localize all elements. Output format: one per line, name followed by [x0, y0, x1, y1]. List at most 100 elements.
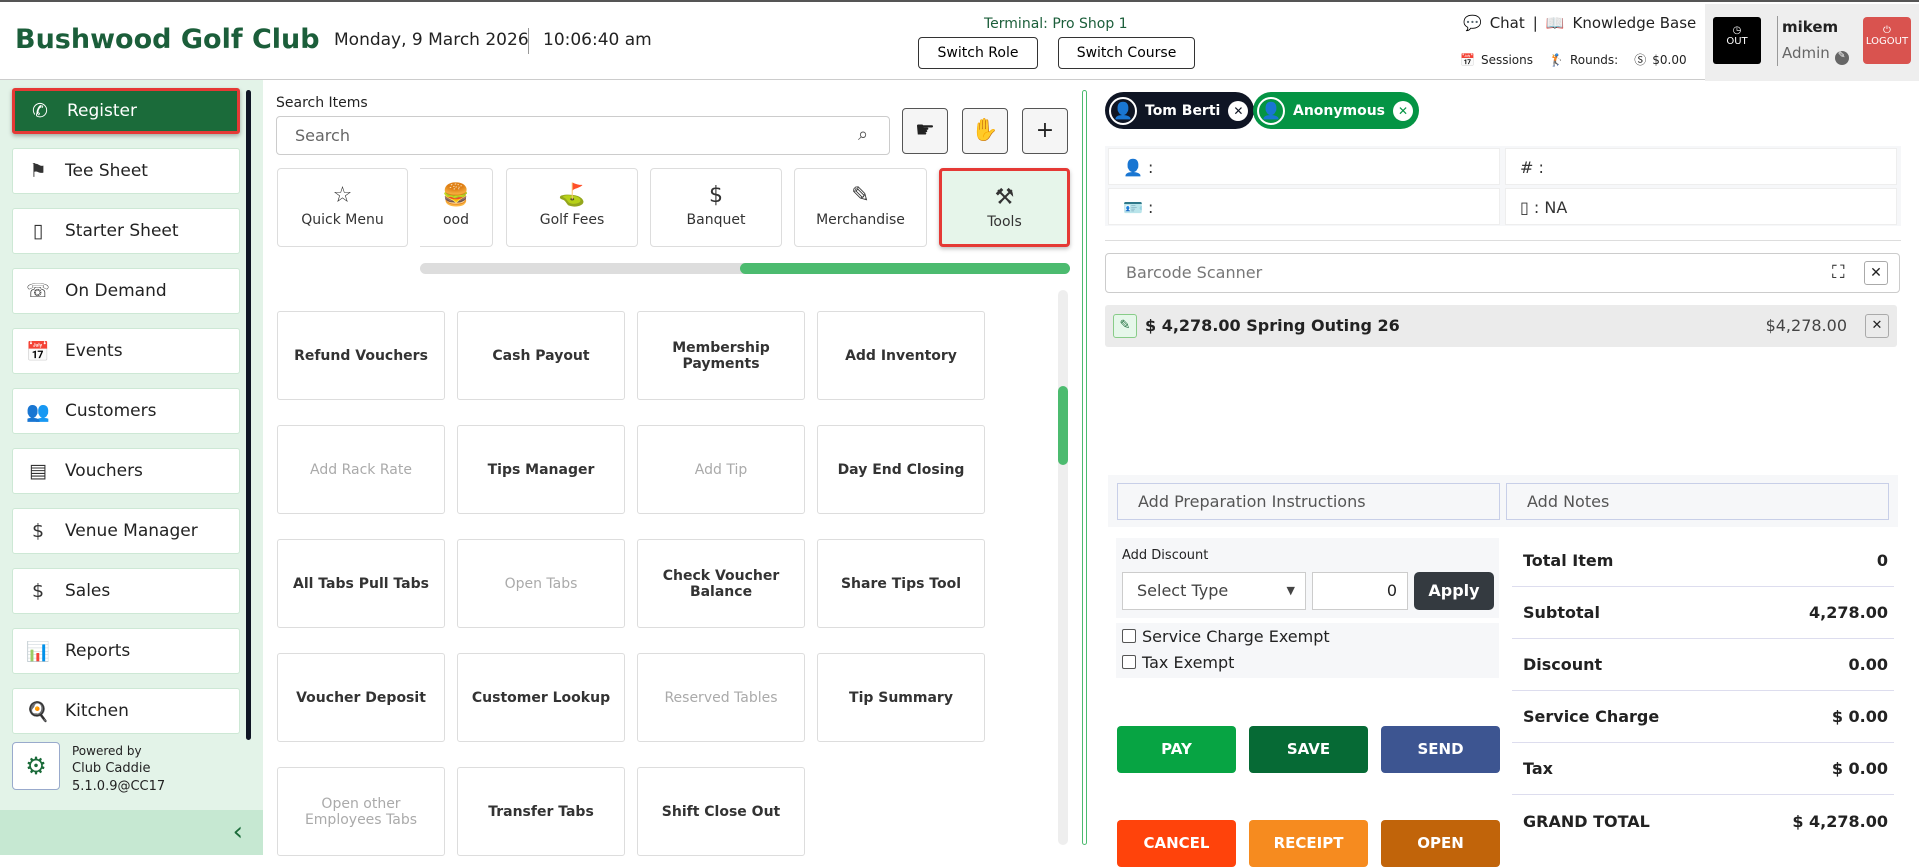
- clear-barcode-button[interactable]: ✕: [1864, 261, 1888, 285]
- switch-role-button[interactable]: Switch Role: [918, 37, 1038, 69]
- remove-item-button[interactable]: ✕: [1865, 314, 1889, 338]
- tool-refund-vouchers[interactable]: Refund Vouchers: [277, 311, 445, 400]
- current-time: 10:06:40 am: [543, 30, 652, 50]
- tools-scrollbar[interactable]: [1058, 290, 1068, 845]
- line-item[interactable]: ✎ $ 4,278.00 Spring Outing 26 $4,278.00 …: [1105, 305, 1897, 347]
- receipt-button[interactable]: RECEIPT: [1249, 820, 1368, 867]
- sidebar-item-events[interactable]: 📅 Events: [12, 328, 240, 374]
- sidebar-item-label: Kitchen: [65, 701, 129, 721]
- edit-icon[interactable]: ✎: [1834, 51, 1849, 65]
- logout-button[interactable]: ⏻ LOGOUT: [1863, 17, 1911, 64]
- send-button[interactable]: SEND: [1381, 726, 1500, 773]
- tool-day-end-closing[interactable]: Day End Closing: [817, 425, 985, 514]
- customer-chip-anonymous[interactable]: 👤 Anonymous ✕: [1253, 92, 1420, 129]
- preparation-instructions-input[interactable]: Add Preparation Instructions: [1117, 483, 1500, 520]
- ood-icon: 🍔: [442, 183, 470, 208]
- apply-discount-button[interactable]: Apply: [1414, 572, 1494, 610]
- customer-name-field: 👤 :: [1108, 148, 1500, 185]
- sessions-link[interactable]: Sessions: [1480, 52, 1533, 67]
- knowledge-base-link[interactable]: Knowledge Base: [1572, 14, 1697, 32]
- users-icon: 👥: [26, 400, 50, 423]
- voucher-icon: ▤: [29, 460, 47, 482]
- rounds-label: Rounds:: [1569, 52, 1619, 67]
- chat-icon: 💬: [1463, 14, 1482, 32]
- sidebar-item-reports[interactable]: 📊 Reports: [12, 628, 240, 674]
- tax-exempt-checkbox[interactable]: Tax Exempt: [1116, 649, 1499, 675]
- notes-input[interactable]: Add Notes: [1506, 483, 1889, 520]
- phone-field: ▯ : NA: [1505, 188, 1897, 225]
- sidebar-item-tee-sheet[interactable]: ⚑ Tee Sheet: [12, 148, 240, 194]
- tool-all-tabs-pull-tabs[interactable]: All Tabs Pull Tabs: [277, 539, 445, 628]
- sidebar-item-label: Starter Sheet: [65, 221, 179, 241]
- sidebar-item-register[interactable]: ✆ Register: [12, 88, 240, 134]
- tool-membership-payments[interactable]: Membership Payments: [637, 311, 805, 400]
- sidebar-item-sales[interactable]: $ Sales: [12, 568, 240, 614]
- hand-card-icon[interactable]: ☛: [902, 108, 948, 154]
- sidebar-item-starter-sheet[interactable]: ▯ Starter Sheet: [12, 208, 240, 254]
- powered-by: Powered by Club Caddie 5.1.0.9@CC17: [72, 744, 166, 794]
- service-charge-exempt-checkbox[interactable]: Service Charge Exempt: [1116, 623, 1499, 649]
- tool-share-tips-tool[interactable]: Share Tips Tool: [817, 539, 985, 628]
- category-tools[interactable]: ⚒ Tools: [939, 168, 1070, 247]
- cancel-button[interactable]: CANCEL: [1117, 820, 1236, 867]
- tool-shift-close-out[interactable]: Shift Close Out: [637, 767, 805, 856]
- pay-button[interactable]: PAY: [1117, 726, 1236, 773]
- tool-tips-manager[interactable]: Tips Manager: [457, 425, 625, 514]
- discount-type-select[interactable]: Select Type ▼: [1122, 572, 1306, 610]
- panel-resize-handle[interactable]: [1082, 90, 1087, 845]
- calendar-icon: 📅: [26, 340, 50, 363]
- sidebar-item-label: Events: [65, 341, 123, 361]
- sidebar-item-kitchen[interactable]: 🍳 Kitchen: [12, 688, 240, 734]
- category-golf-fees[interactable]: ⛳ Golf Fees: [506, 168, 638, 247]
- sidebar-item-vouchers[interactable]: ▤ Vouchers: [12, 448, 240, 494]
- search-input[interactable]: Search: [276, 116, 890, 155]
- terminal-label: Terminal: Pro Shop 1: [984, 16, 1128, 32]
- remove-customer-icon[interactable]: ✕: [1228, 100, 1249, 121]
- category-banquet[interactable]: $ Banquet: [650, 168, 782, 247]
- open-button[interactable]: OPEN: [1381, 820, 1500, 867]
- tool-reserved-tables: Reserved Tables: [637, 653, 805, 742]
- add-icon[interactable]: +: [1022, 108, 1068, 154]
- barcode-scanner-input[interactable]: Barcode Scanner: [1105, 253, 1900, 293]
- current-date: Monday, 9 March 2026: [334, 30, 529, 50]
- banquet-icon: $: [709, 183, 723, 208]
- tool-transfer-tabs[interactable]: Transfer Tabs: [457, 767, 625, 856]
- on-demand-icon: ☏: [26, 280, 50, 302]
- book-icon: 📖: [1545, 14, 1565, 32]
- chat-link[interactable]: Chat: [1489, 14, 1525, 32]
- sidebar-item-on-demand[interactable]: ☏ On Demand: [12, 268, 240, 314]
- sidebar-scrollbar[interactable]: [246, 90, 251, 740]
- tools-icon: ⚒: [994, 185, 1015, 210]
- golf-fees-icon: ⛳: [558, 183, 586, 208]
- search-icon: ⌕: [858, 124, 869, 145]
- tool-check-voucher-balance[interactable]: Check Voucher Balance: [637, 539, 805, 628]
- edit-item-icon[interactable]: ✎: [1113, 314, 1137, 338]
- discount-amount-input[interactable]: 0: [1312, 572, 1408, 610]
- tools-scrollbar-thumb[interactable]: [1058, 386, 1068, 465]
- category-scrollbar-thumb[interactable]: [740, 263, 1070, 274]
- settings-gear-icon[interactable]: ⚙: [12, 742, 60, 790]
- collapse-sidebar-button[interactable]: ‹: [0, 810, 263, 855]
- role-label: Admin: [1782, 44, 1830, 62]
- scan-icon[interactable]: ⛶: [1832, 262, 1845, 283]
- sidebar-item-customers[interactable]: 👥 Customers: [12, 388, 240, 434]
- sidebar-item-venue-manager[interactable]: $ Venue Manager: [12, 508, 240, 554]
- tool-tip-summary[interactable]: Tip Summary: [817, 653, 985, 742]
- balance-value: $0.00: [1652, 52, 1687, 67]
- payment-icon[interactable]: ✋: [962, 108, 1008, 154]
- category-quick-menu[interactable]: ☆ Quick Menu: [277, 168, 408, 247]
- totals-panel: Total Item 0 Subtotal 4,278.00 Discount 0.00 S…: [1512, 532, 1894, 844]
- category-ood[interactable]: 🍔 ood: [420, 168, 493, 247]
- tool-cash-payout[interactable]: Cash Payout: [457, 311, 625, 400]
- power-icon: ⏻: [1883, 25, 1891, 36]
- calendar-flag-icon: ⚑: [29, 160, 47, 182]
- save-button[interactable]: SAVE: [1249, 726, 1368, 773]
- tool-add-inventory[interactable]: Add Inventory: [817, 311, 985, 400]
- tool-customer-lookup[interactable]: Customer Lookup: [457, 653, 625, 742]
- switch-course-button[interactable]: Switch Course: [1058, 37, 1195, 69]
- clock-out-button[interactable]: ◷ OUT: [1713, 17, 1761, 64]
- remove-customer-icon[interactable]: ✕: [1393, 100, 1414, 121]
- customer-chip-tom-berti[interactable]: 👤 Tom Berti ✕: [1105, 92, 1255, 129]
- tool-voucher-deposit[interactable]: Voucher Deposit: [277, 653, 445, 742]
- category-merchandise[interactable]: ✎ Merchandise: [794, 168, 927, 247]
